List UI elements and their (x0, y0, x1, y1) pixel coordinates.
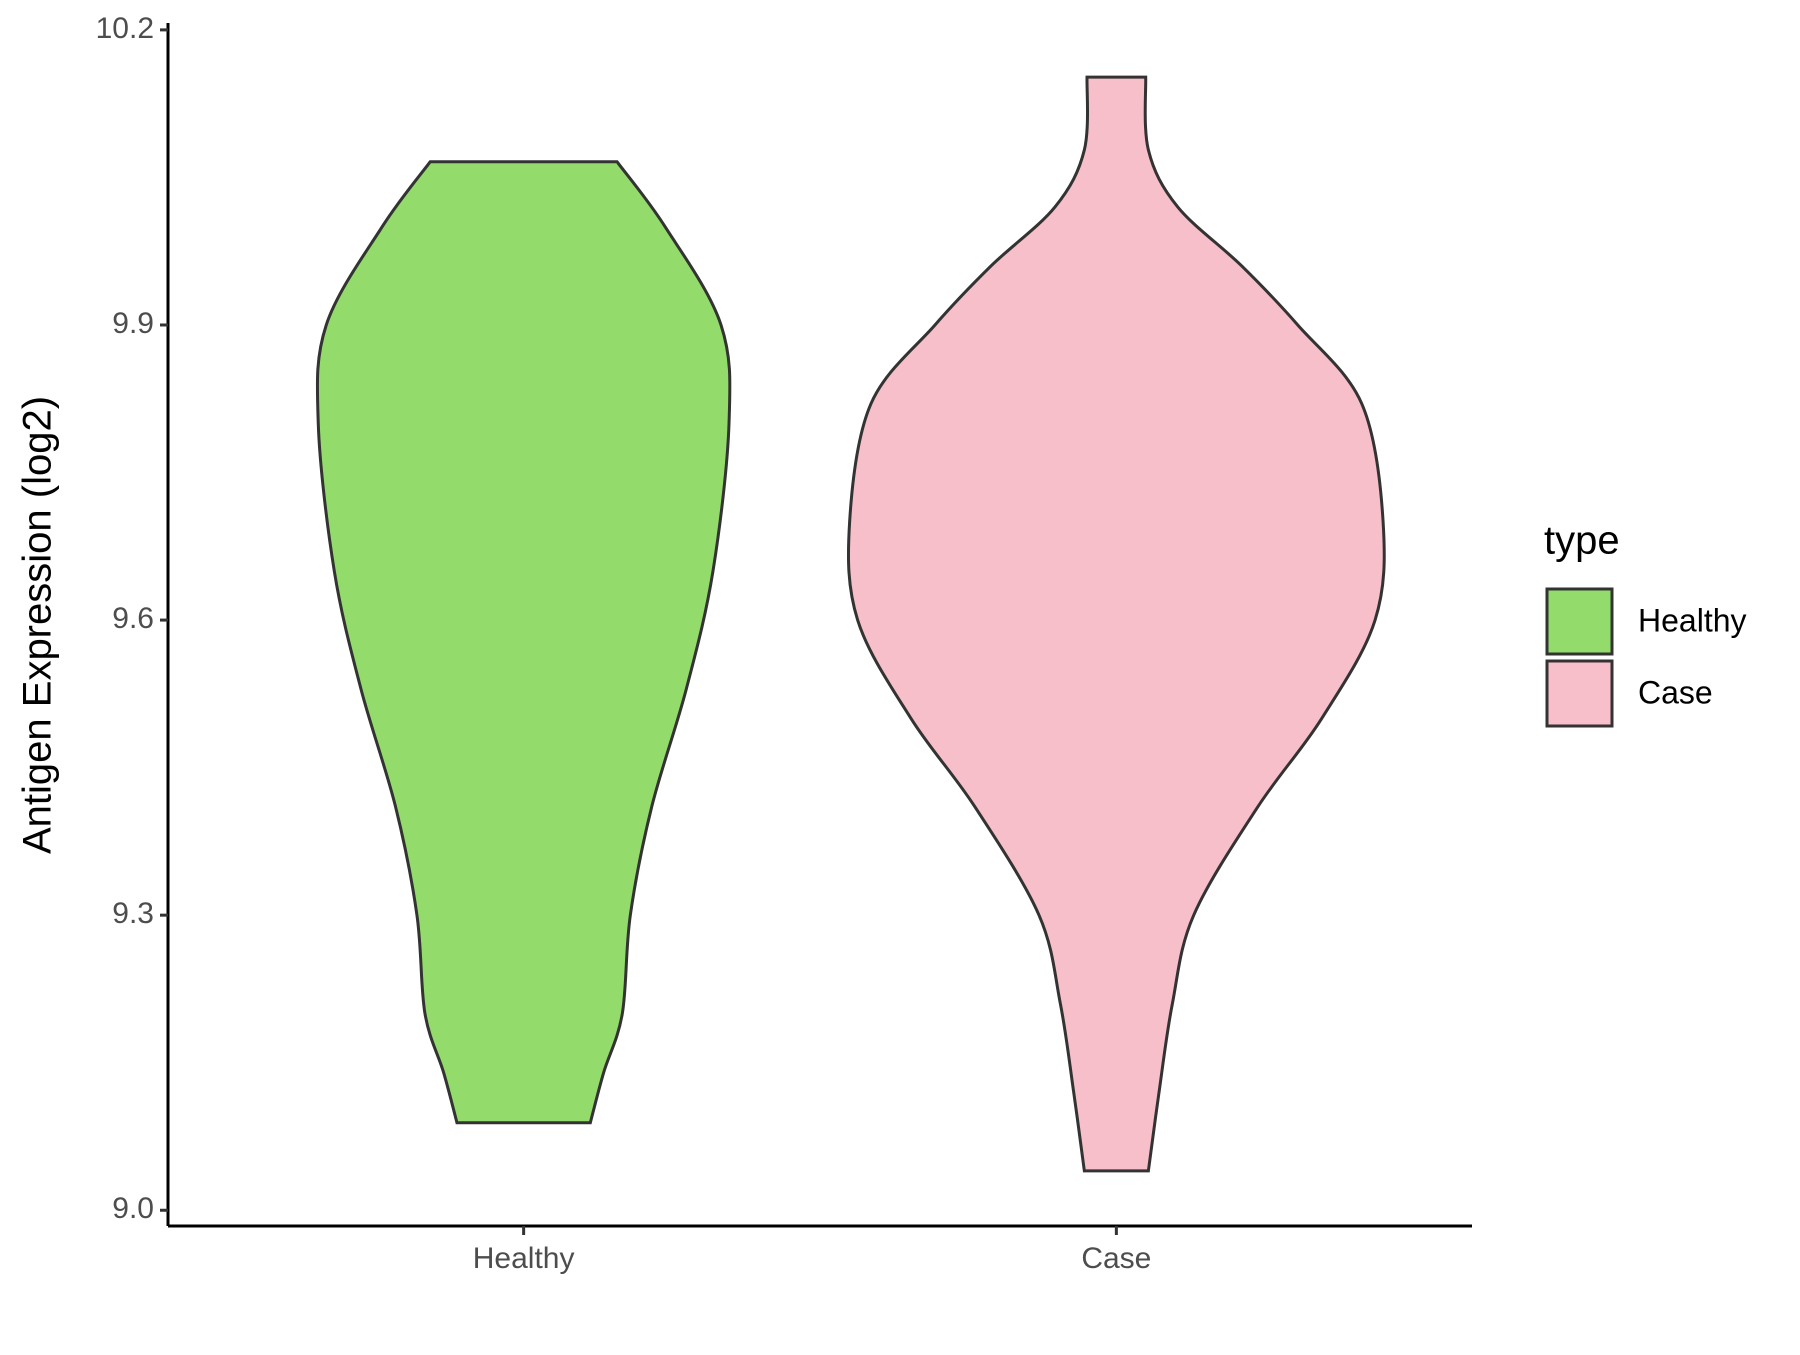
y-tick-label: 9.6 (112, 602, 154, 635)
x-tick-label: Case (1081, 1242, 1151, 1275)
y-tick-label: 9.0 (112, 1192, 154, 1225)
y-axis-title: Antigen Expression (log2) (16, 396, 60, 854)
x-tick-label: Healthy (473, 1242, 575, 1275)
legend-label: Case (1638, 674, 1713, 710)
legend-key (1545, 587, 1614, 656)
legend-key (1545, 659, 1614, 728)
violin (315, 160, 732, 1125)
y-tick-label: 10.2 (96, 12, 154, 45)
y-tick-label: 9.3 (112, 897, 154, 930)
y-tick-label: 9.9 (112, 307, 154, 340)
legend-label: Healthy (1638, 602, 1747, 638)
violin (846, 75, 1386, 1173)
legend-title: type (1544, 519, 1620, 563)
